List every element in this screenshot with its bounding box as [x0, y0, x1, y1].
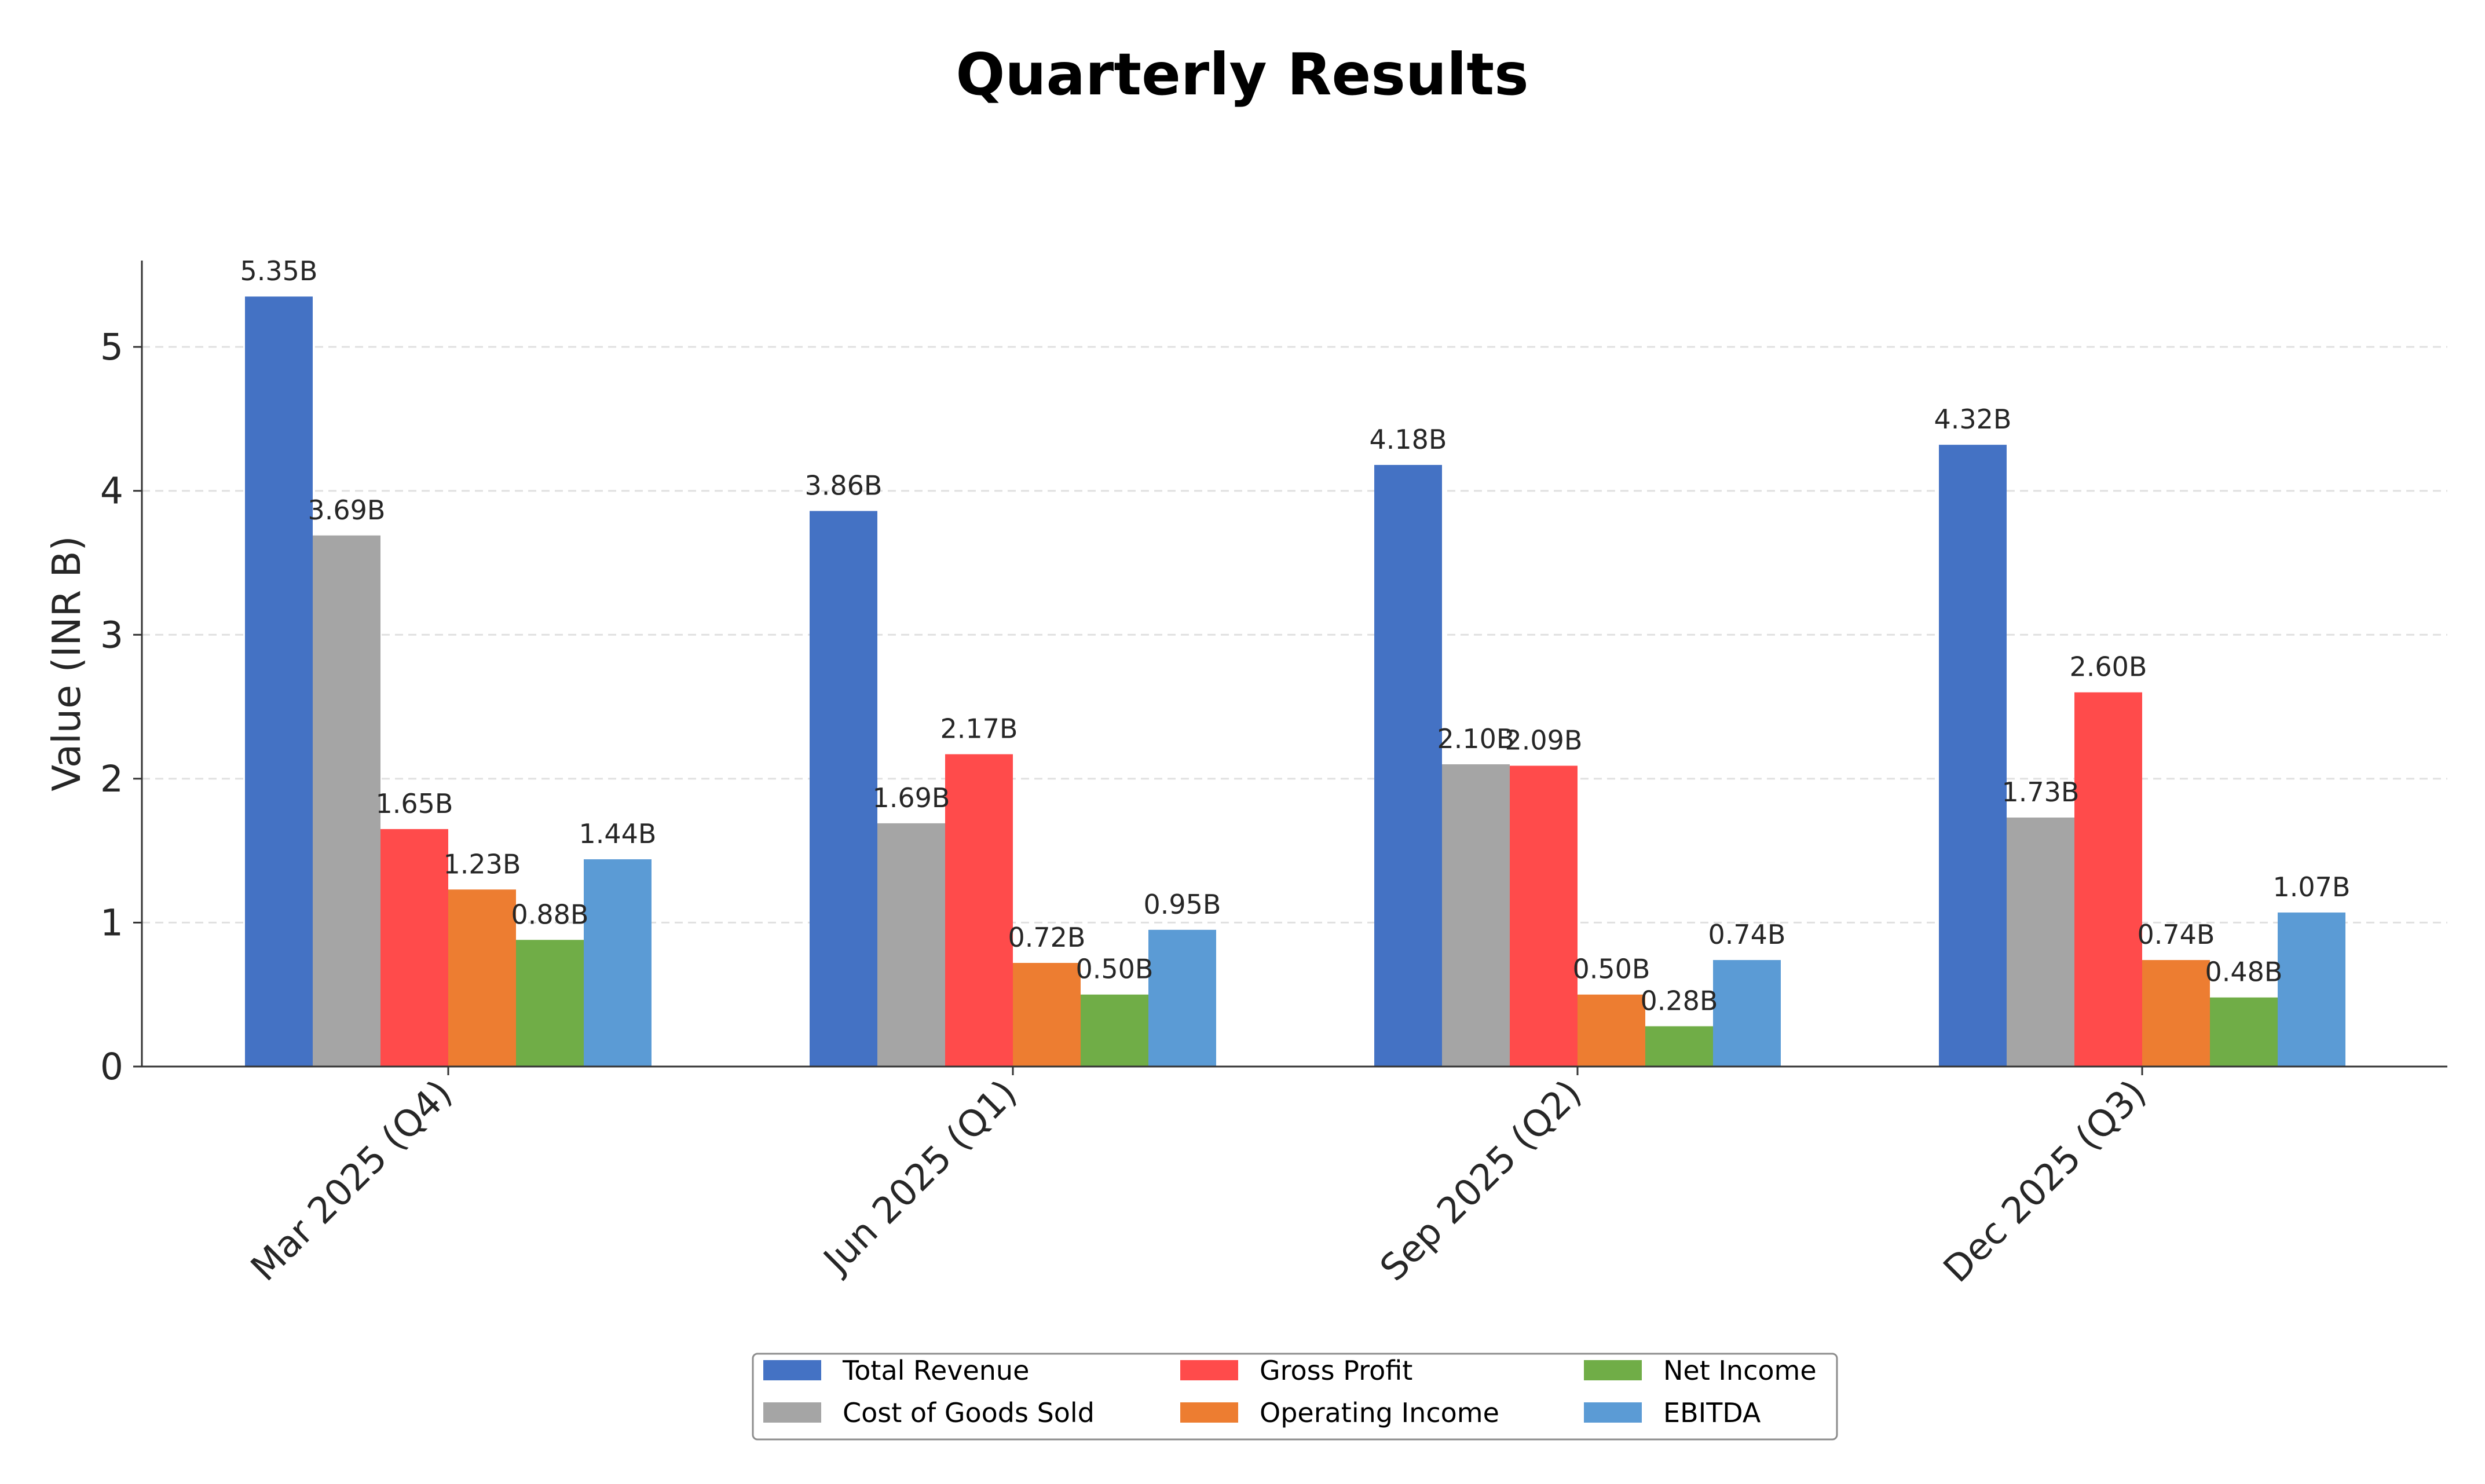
legend-label: Net Income	[1663, 1355, 1817, 1386]
bar-data-label: 0.88B	[511, 899, 589, 930]
x-tick-label: Jun 2025 (Q1)	[814, 1072, 1025, 1283]
bar	[245, 296, 313, 1067]
x-tick-label: Mar 2025 (Q4)	[243, 1072, 460, 1289]
bar	[1374, 464, 1442, 1067]
bar	[516, 940, 584, 1067]
bar-data-label: 1.65B	[376, 788, 453, 819]
bar	[945, 754, 1013, 1067]
legend-label: Cost of Goods Sold	[843, 1397, 1095, 1428]
legend-swatch	[1180, 1402, 1238, 1423]
bar-data-label: 1.07B	[2273, 871, 2351, 903]
bar	[380, 829, 448, 1067]
bar-data-label: 5.35B	[240, 255, 318, 287]
legend-swatch	[763, 1402, 821, 1423]
bar-data-label: 3.86B	[805, 470, 883, 501]
bars-layer	[245, 296, 2345, 1067]
y-axis-label: Value (INR B)	[44, 536, 89, 791]
bar	[2210, 997, 2278, 1067]
bar-data-label: 1.44B	[579, 818, 657, 849]
bar-data-label: 0.74B	[2138, 919, 2215, 950]
legend-label: Total Revenue	[842, 1355, 1029, 1386]
bar-data-label: 2.09B	[1505, 724, 1583, 756]
legend-box	[752, 1353, 1838, 1441]
y-tick-label: 5	[100, 326, 123, 368]
legend-label: Operating Income	[1260, 1397, 1499, 1428]
bar	[1013, 963, 1081, 1067]
y-ticks: 0 1 2 3 4 5	[100, 326, 142, 1088]
bar	[1939, 445, 2007, 1067]
bar-data-label: 4.18B	[1370, 424, 1447, 455]
legend-swatch	[1180, 1360, 1238, 1380]
bar-data-label: 0.50B	[1573, 954, 1650, 985]
bar	[810, 511, 877, 1067]
bar	[2142, 960, 2210, 1067]
bar-data-label: 2.17B	[940, 713, 1018, 745]
bar-data-label: 0.50B	[1076, 954, 1154, 985]
bar	[584, 859, 652, 1067]
bar-data-label: 0.48B	[2205, 957, 2283, 988]
bar	[448, 889, 516, 1067]
bar-data-label: 4.32B	[1934, 404, 2012, 435]
legend-swatch	[1584, 1402, 1642, 1423]
bar	[1510, 765, 1578, 1067]
x-tick-label: Dec 2025 (Q3)	[1935, 1072, 2154, 1291]
y-tick-label: 4	[100, 470, 123, 512]
bar	[2074, 692, 2142, 1067]
bar-data-label: 1.73B	[2002, 776, 2080, 808]
bar	[2278, 913, 2345, 1067]
bar	[1442, 764, 1510, 1067]
bar-data-label: 0.72B	[1008, 922, 1086, 953]
bar	[1578, 994, 1645, 1067]
bar	[1081, 994, 1148, 1067]
legend-swatch	[763, 1360, 821, 1380]
bar	[1148, 929, 1216, 1067]
bar	[313, 535, 380, 1067]
y-tick-label: 1	[100, 902, 123, 944]
legend-label: EBITDA	[1663, 1397, 1761, 1428]
bar-data-label: 0.74B	[1708, 919, 1786, 950]
bar-data-label: 2.60B	[2070, 651, 2147, 683]
bar-data-label: 0.28B	[1641, 985, 1718, 1016]
legend: Total Revenue Cost of Goods Sold Gross Pro…	[752, 1353, 1838, 1441]
bar-data-label: 1.69B	[873, 782, 950, 814]
legend-swatch	[1584, 1360, 1642, 1380]
x-ticks: Mar 2025 (Q4) Jun 2025 (Q1) Sep 2025 (Q2) D…	[243, 1067, 2154, 1291]
bar-data-label: 1.23B	[444, 848, 521, 880]
bar-data-label: 2.10B	[1437, 723, 1515, 754]
bar	[877, 823, 945, 1067]
bar	[1645, 1026, 1713, 1067]
bar	[1713, 960, 1781, 1067]
chart-title: Quarterly Results	[956, 41, 1528, 108]
y-tick-label: 3	[100, 614, 123, 656]
axes	[141, 261, 2447, 1068]
bar-data-label: 3.69B	[308, 494, 386, 526]
x-tick-label: Sep 2025 (Q2)	[1372, 1072, 1589, 1289]
y-tick-label: 0	[100, 1046, 123, 1088]
bar-data-label: 0.95B	[1144, 889, 1221, 920]
legend-label: Gross Profit	[1260, 1355, 1412, 1386]
bar	[2007, 817, 2074, 1067]
data-labels-layer: 5.35B 3.69B 1.65B 1.23B 0.88B 1.44B 3.86B 1.69B…	[240, 255, 2351, 1016]
y-tick-label: 2	[100, 758, 123, 800]
